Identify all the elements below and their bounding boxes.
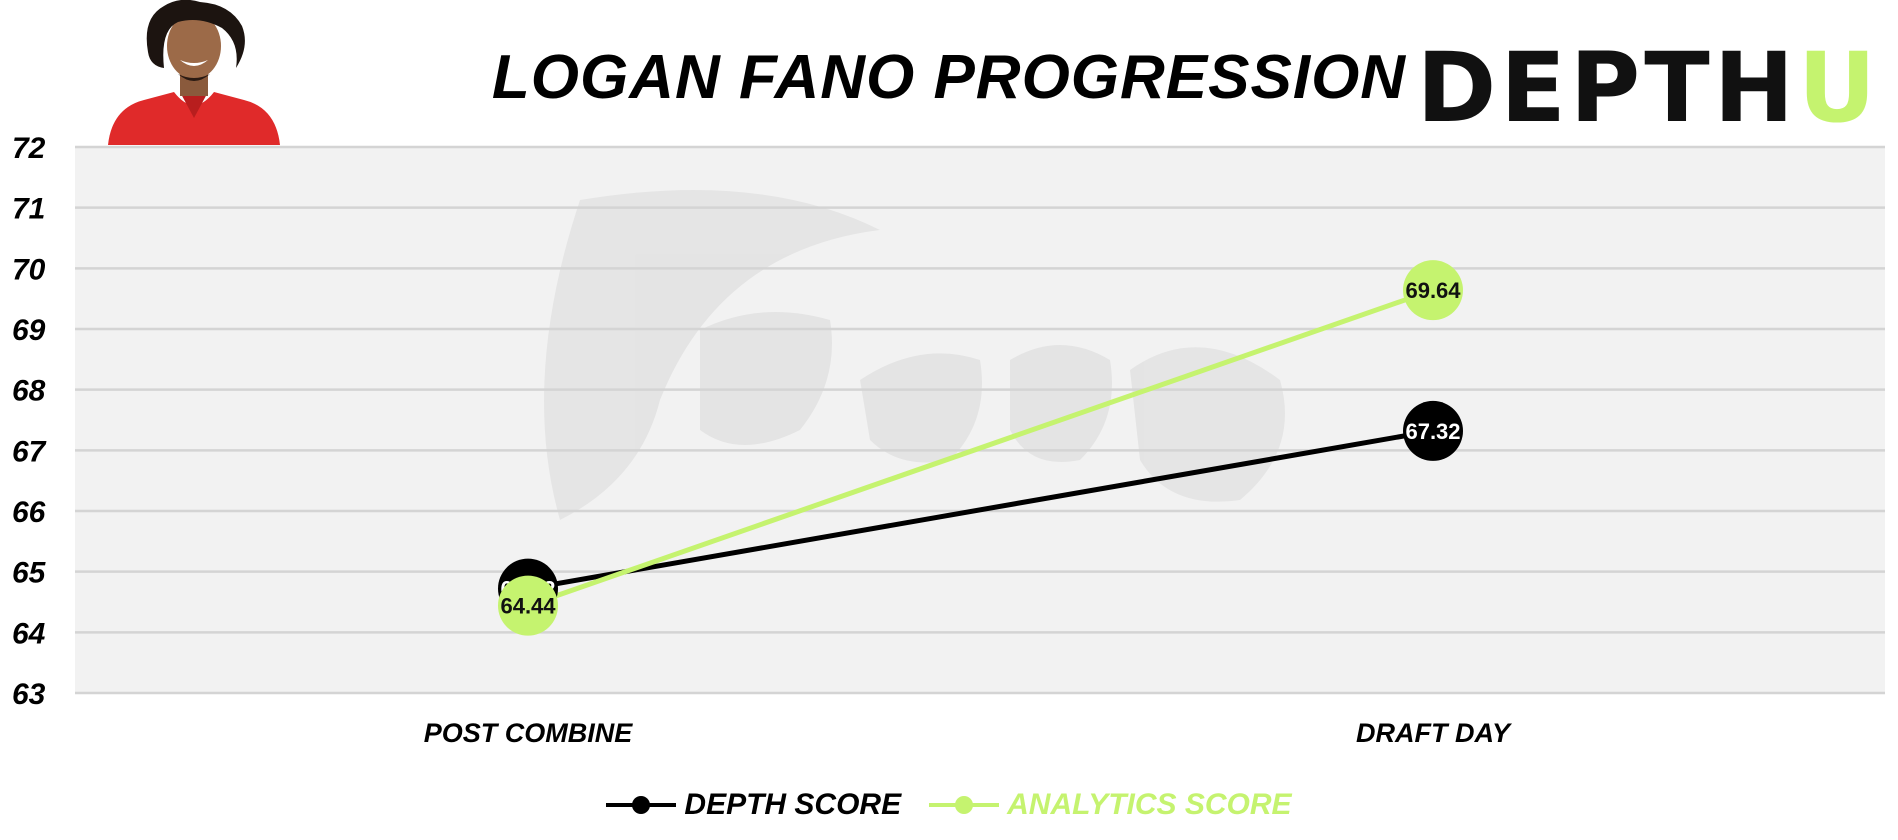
brand-logo-main: DEPTH [1416,32,1799,144]
data-label: 67.32 [1405,419,1460,444]
y-tick-label: 68 [12,375,46,408]
y-tick-label: 67 [12,435,47,468]
data-label: 69.64 [1405,278,1461,303]
y-tick-label: 71 [12,193,45,226]
brand-logo-accent: U [1798,32,1880,144]
data-point [1403,400,1463,461]
legend-item-depth: DEPTH SCORE [606,788,901,822]
chart-legend: DEPTH SCORE ANALYTICS SCORE [0,788,1898,822]
watermark-logo [544,190,1285,520]
player-avatar-image [108,0,280,145]
x-tick-label: DRAFT DAY [1356,718,1513,748]
y-tick-label: 64 [12,617,46,650]
x-tick-label: POST COMBINE [424,718,634,748]
y-tick-label: 66 [12,496,46,529]
plot-background [75,147,1885,693]
series-line-1 [527,287,1434,609]
chart-title: LOGAN FANO PROGRESSION [491,43,1407,112]
data-point [1403,260,1463,321]
player-avatar [108,0,280,145]
y-tick-label: 72 [12,132,46,165]
data-label: 64.44 [500,594,556,619]
y-tick-label: 65 [12,557,47,590]
brand-logo: DEPTHU [1417,40,1880,136]
y-tick-label: 63 [12,678,46,711]
data-point [498,575,558,636]
legend-item-analytics: ANALYTICS SCORE [929,788,1292,822]
series-line-0 [527,428,1434,592]
legend-label-depth: DEPTH SCORE [684,788,902,821]
legend-label-analytics: ANALYTICS SCORE [1007,788,1292,821]
y-tick-label: 70 [12,253,46,286]
y-tick-label: 69 [12,314,46,347]
legend-swatch-depth [606,790,677,820]
legend-swatch-analytics [929,790,1000,820]
